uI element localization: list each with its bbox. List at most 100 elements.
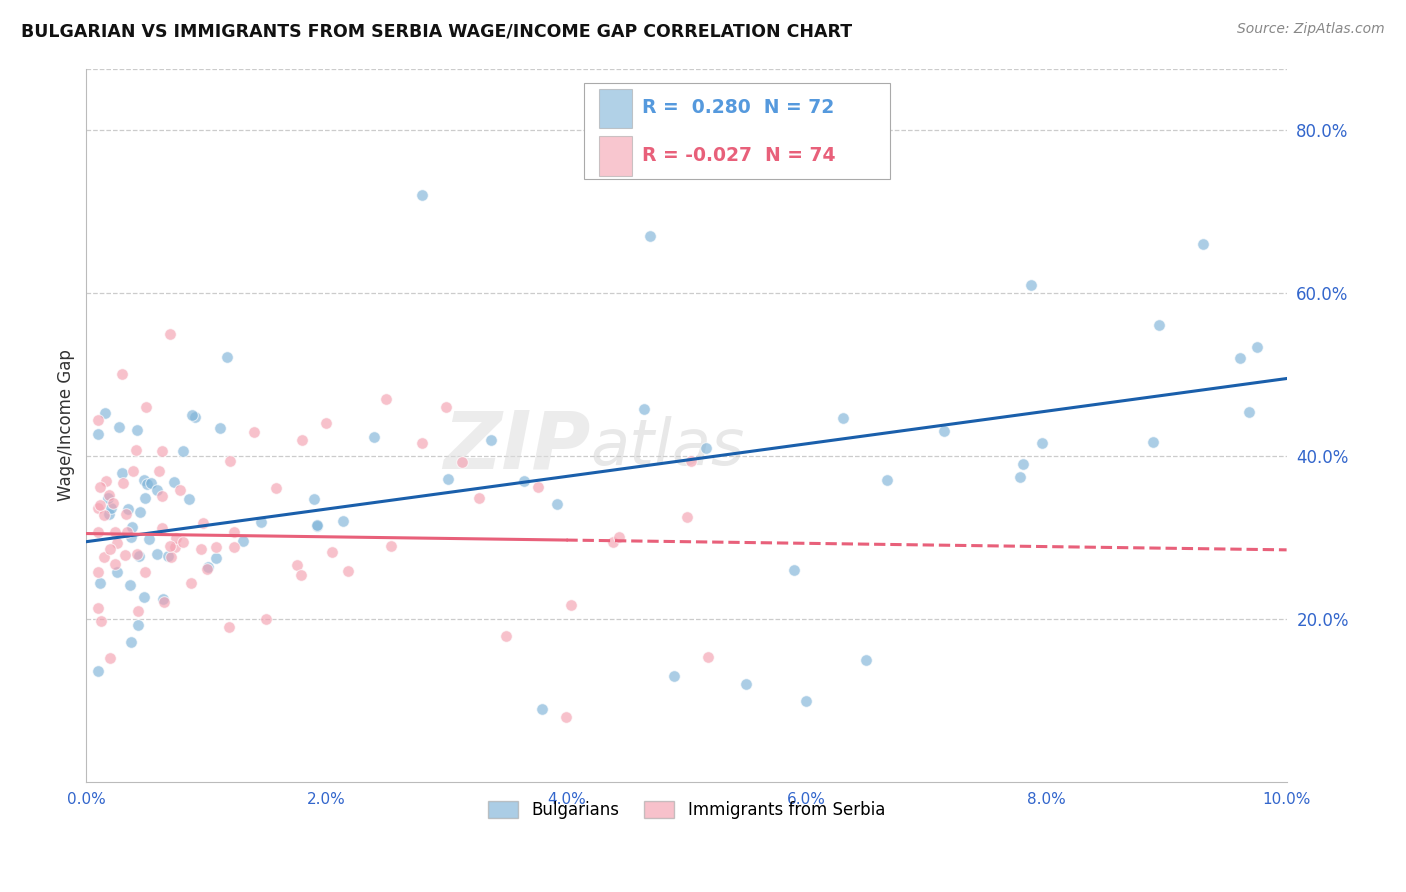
Point <box>305 517 328 532</box>
Point <box>640 228 662 243</box>
Point <box>125 547 148 561</box>
Point <box>127 604 149 618</box>
Point <box>115 524 138 539</box>
Point <box>633 401 655 416</box>
Point <box>1191 236 1213 251</box>
Point <box>290 568 312 582</box>
Point <box>104 525 127 540</box>
Point <box>90 615 112 629</box>
Point <box>934 424 956 438</box>
Text: ZIP: ZIP <box>443 408 591 486</box>
Point <box>104 558 127 572</box>
Point <box>118 578 141 592</box>
Point <box>160 550 183 565</box>
Point <box>105 565 128 579</box>
Point <box>152 592 174 607</box>
Point <box>111 466 134 480</box>
Point <box>531 702 554 716</box>
Point <box>1147 318 1170 332</box>
Point <box>527 479 550 493</box>
Point <box>100 500 122 515</box>
Point <box>1021 277 1043 292</box>
Point <box>232 534 254 549</box>
Point <box>380 539 402 553</box>
Point <box>315 417 337 431</box>
Point <box>128 505 150 519</box>
Point <box>150 489 173 503</box>
FancyBboxPatch shape <box>599 88 633 128</box>
Text: R = -0.027  N = 74: R = -0.027 N = 74 <box>643 146 835 165</box>
Point <box>363 430 385 444</box>
Point <box>98 541 121 556</box>
Point <box>179 491 201 506</box>
Point <box>112 475 135 490</box>
Point <box>120 634 142 648</box>
Point <box>125 443 148 458</box>
Point <box>93 508 115 523</box>
Point <box>98 507 121 521</box>
Point <box>169 483 191 498</box>
Point <box>108 420 131 434</box>
FancyBboxPatch shape <box>585 83 890 179</box>
Point <box>94 474 117 488</box>
Point <box>172 444 194 458</box>
Point <box>602 535 624 549</box>
Text: R =  0.280  N = 72: R = 0.280 N = 72 <box>643 98 834 117</box>
Point <box>163 541 186 555</box>
Point <box>607 530 630 544</box>
Point <box>681 453 703 467</box>
Point <box>783 563 806 577</box>
Point <box>87 565 110 579</box>
Point <box>138 532 160 546</box>
Point <box>1237 405 1260 419</box>
Point <box>215 350 238 364</box>
Point <box>89 498 111 512</box>
Point <box>832 411 855 425</box>
Point <box>134 591 156 605</box>
Point <box>134 491 156 505</box>
Point <box>87 413 110 427</box>
Point <box>103 496 125 510</box>
Point <box>1031 436 1053 450</box>
Point <box>434 400 457 414</box>
Point <box>180 576 202 591</box>
Point <box>146 547 169 561</box>
Text: BULGARIAN VS IMMIGRANTS FROM SERBIA WAGE/INCOME GAP CORRELATION CHART: BULGARIAN VS IMMIGRANTS FROM SERBIA WAGE… <box>21 22 852 40</box>
Point <box>195 562 218 576</box>
FancyBboxPatch shape <box>599 136 633 176</box>
Point <box>204 541 226 555</box>
Point <box>1142 434 1164 449</box>
Point <box>218 454 240 468</box>
Point <box>105 535 128 549</box>
Point <box>94 406 117 420</box>
Point <box>264 481 287 495</box>
Point <box>468 491 491 505</box>
Point <box>208 421 231 435</box>
Point <box>190 542 212 557</box>
Point <box>127 618 149 632</box>
Point <box>172 534 194 549</box>
Point <box>1246 340 1268 354</box>
Point <box>307 519 329 533</box>
Point <box>148 464 170 478</box>
Point <box>132 473 155 487</box>
Point <box>120 529 142 543</box>
Point <box>1011 457 1033 471</box>
Point <box>285 558 308 573</box>
Point <box>291 433 314 447</box>
Point <box>152 444 174 458</box>
Point <box>156 549 179 563</box>
Point <box>117 501 139 516</box>
Point <box>560 598 582 612</box>
Point <box>222 524 245 539</box>
Point <box>89 480 111 494</box>
Point <box>695 441 717 455</box>
Point <box>495 628 517 642</box>
Text: atlas: atlas <box>591 416 745 478</box>
Point <box>97 491 120 506</box>
Point <box>165 531 187 545</box>
Point <box>121 520 143 534</box>
Point <box>87 427 110 442</box>
Point <box>121 464 143 478</box>
Point <box>796 694 818 708</box>
